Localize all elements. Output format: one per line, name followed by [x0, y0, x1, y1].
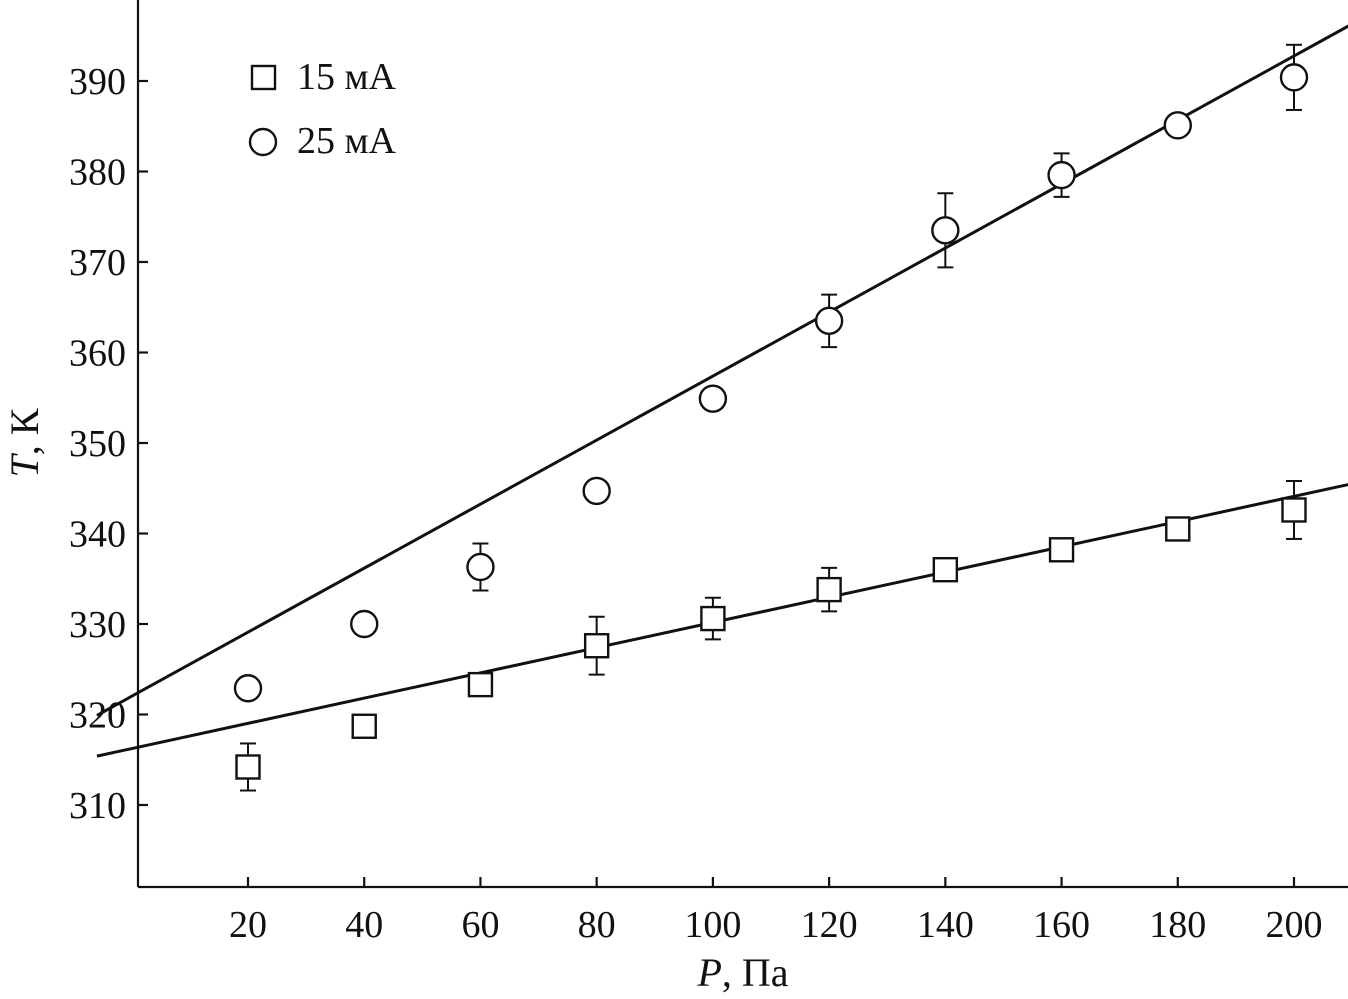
x-tick-label: 100: [684, 904, 741, 946]
error-bars: [240, 43, 1302, 792]
legend-square-marker: [250, 64, 277, 91]
x-tick-label: 20: [229, 904, 267, 946]
data-point-25ma: [233, 674, 263, 703]
data-point-15ma: [583, 633, 610, 659]
data-point-25ma: [350, 609, 379, 639]
x-ticks: 20 40 60 80 100 120 140 160 180 200: [229, 877, 1323, 946]
x-tick-label: 60: [461, 904, 499, 946]
y-axis-label: T, К: [2, 408, 47, 477]
data-point-25ma: [814, 306, 844, 336]
x-tick-label: 120: [801, 904, 858, 946]
legend-label-15ma: 15 мА: [297, 56, 397, 98]
data-point-15ma: [1281, 497, 1307, 523]
legend: 15 мА 25 мА: [248, 56, 397, 162]
data-point-25ma: [1163, 111, 1192, 140]
y-tick-label: 330: [69, 604, 126, 646]
data-point-15ma: [1165, 516, 1191, 542]
data-point-15ma: [235, 754, 261, 780]
legend-label-25ma: 25 мА: [297, 120, 397, 162]
data-point-15ma: [467, 671, 494, 698]
y-tick-label: 310: [69, 785, 126, 827]
data-point-25ma: [698, 384, 728, 413]
markers: [233, 63, 1309, 780]
y-tick-label: 360: [69, 333, 126, 375]
x-axis-label: P, Па: [696, 950, 788, 995]
data-point-15ma: [700, 605, 726, 632]
x-tick-label: 80: [578, 904, 616, 946]
data-point-15ma: [1048, 537, 1075, 563]
data-point-15ma: [351, 713, 377, 739]
data-point-25ma: [931, 216, 960, 245]
data-point-25ma: [582, 476, 611, 506]
y-tick-label: 340: [69, 514, 126, 556]
y-tick-label: 350: [69, 423, 126, 465]
x-tick-label: 40: [345, 904, 383, 946]
x-tick-label: 200: [1266, 904, 1323, 946]
y-tick-label: 390: [69, 61, 126, 103]
y-tick-label: 370: [69, 242, 126, 284]
data-point-15ma: [932, 557, 959, 583]
data-point-25ma: [466, 552, 495, 582]
y-tick-label: 380: [69, 152, 126, 194]
x-tick-label: 140: [917, 904, 974, 946]
legend-circle-marker: [248, 127, 278, 157]
data-point-15ma: [816, 576, 842, 603]
x-tick-label: 180: [1149, 904, 1206, 946]
x-tick-label: 160: [1033, 904, 1090, 946]
fit-line-25ma: [96, 24, 1348, 717]
data-point-25ma: [1047, 160, 1076, 190]
data-point-25ma: [1279, 63, 1309, 92]
